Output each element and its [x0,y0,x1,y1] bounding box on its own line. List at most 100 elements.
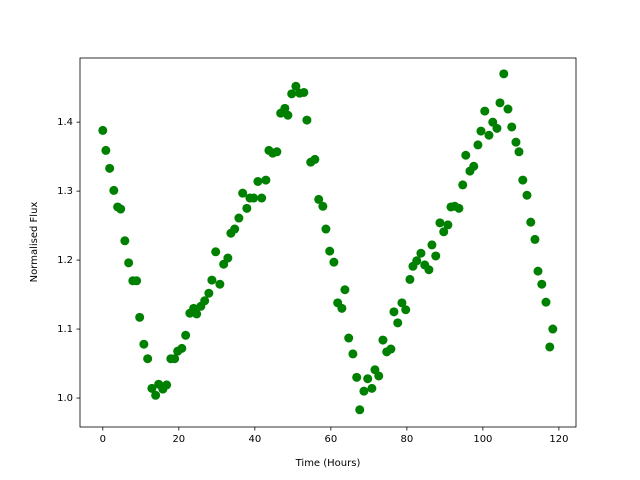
point [431,251,441,261]
point [192,309,202,319]
point [514,147,524,157]
point [177,343,187,353]
point [299,87,309,97]
point [257,193,267,203]
point [499,69,509,79]
point [443,220,453,230]
y-tick-label: 1.3 [57,186,73,197]
y-tick-label: 1.4 [57,117,73,128]
point [329,257,339,267]
point [397,298,407,308]
point [503,104,513,114]
point [283,110,293,120]
point [518,175,528,185]
point [116,204,126,214]
point [124,258,134,268]
point [325,246,335,256]
point [310,154,320,164]
point [302,115,312,125]
x-tick-label: 100 [473,434,492,445]
point [261,175,271,185]
point [207,275,217,285]
point [507,122,517,132]
point [476,126,486,136]
point [340,285,350,295]
point [249,193,259,203]
point [109,185,119,195]
point [548,324,558,334]
plot-frame [79,57,577,428]
point [135,312,145,322]
point [132,276,142,286]
point [545,342,555,352]
point [280,103,290,113]
x-tick-label: 40 [248,434,261,445]
point [424,265,434,275]
point [359,386,369,396]
point [223,253,233,263]
point [344,333,354,343]
point [522,190,532,200]
point [170,354,180,364]
point [427,240,437,250]
point [318,201,328,211]
point [484,130,494,140]
point [253,176,263,186]
point [348,349,358,359]
point [533,266,543,276]
x-tick-label: 20 [172,434,185,445]
point [374,371,384,381]
x-tick-label: 120 [549,434,568,445]
point [473,140,483,150]
point [416,248,426,258]
point [143,354,153,364]
point [367,383,377,393]
point [204,288,214,298]
point [200,296,210,306]
point [215,279,225,289]
point [287,89,297,99]
point [492,123,502,133]
point [454,203,464,213]
point [378,335,388,345]
point [537,279,547,289]
point [101,145,111,155]
point [147,383,157,393]
point [412,256,422,266]
y-tick-label: 1.0 [57,393,73,404]
point [242,203,252,213]
x-axis-label: Time (Hours) [295,458,361,469]
point [272,147,282,157]
point [435,218,445,228]
point [405,274,415,284]
point [139,339,149,349]
x-tick-label: 60 [324,434,337,445]
point [469,161,479,171]
point [120,236,130,246]
point [98,125,108,135]
y-tick-label: 1.1 [57,324,73,335]
point [458,180,468,190]
point [211,247,221,257]
point [105,163,115,173]
point [363,374,373,384]
point [355,405,365,415]
point [162,380,172,390]
point [393,318,403,328]
point [234,213,244,223]
point [511,137,521,147]
x-tick-label: 0 [100,434,106,445]
point [461,150,471,160]
point [439,227,449,237]
point [181,330,191,340]
point [238,188,248,198]
point [321,224,331,234]
x-tick-label: 80 [400,434,413,445]
point [495,98,505,108]
point [352,372,362,382]
point [314,194,324,204]
point [389,307,399,317]
